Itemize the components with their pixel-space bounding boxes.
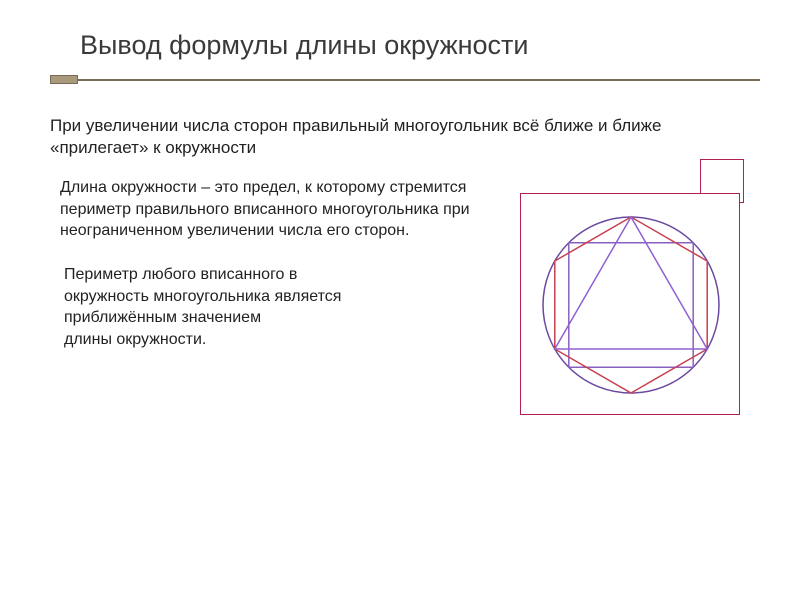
perimeter-paragraph: Периметр любого вписанного в окружность …	[64, 264, 500, 350]
definition-paragraph: Длина окружности – это предел, к котором…	[60, 177, 500, 242]
para2-line2: окружность многоугольника является	[64, 288, 341, 305]
polygon-circle-diagram	[521, 194, 741, 416]
divider-accent-box	[50, 75, 78, 84]
intro-paragraph: При увеличении числа сторон правильный м…	[50, 115, 750, 159]
title-divider	[50, 75, 760, 85]
para2-line3: приближённым значением	[64, 309, 261, 326]
para2-line4: длины окружности.	[64, 331, 206, 348]
slide-container: Вывод формулы длины окружности При увели…	[0, 0, 800, 600]
slide-title: Вывод формулы длины окружности	[80, 30, 750, 61]
text-column: Длина окружности – это предел, к котором…	[60, 177, 500, 350]
diagram-column	[520, 177, 750, 415]
inscribed-triangle	[555, 217, 707, 349]
diagram-frame	[520, 193, 740, 415]
divider-line	[50, 79, 760, 81]
para2-line1: Периметр любого вписанного в	[64, 266, 297, 283]
content-row: Длина окружности – это предел, к котором…	[60, 177, 750, 415]
